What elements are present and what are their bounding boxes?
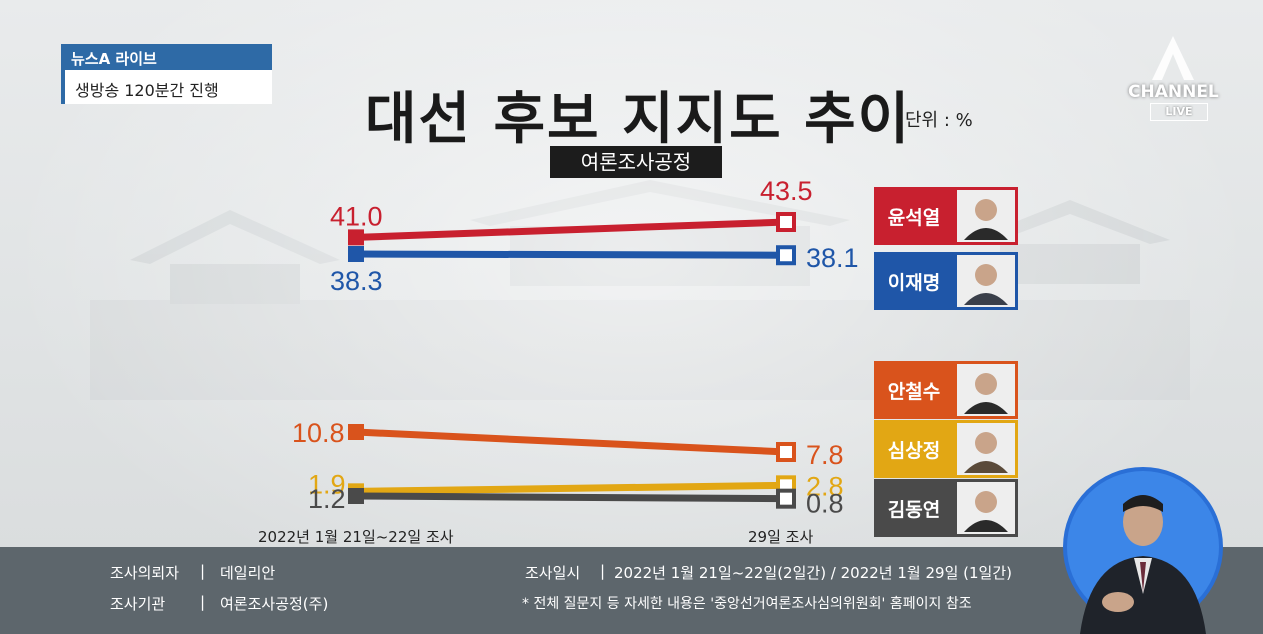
- series-line-심상정: [355, 481, 787, 495]
- person-icon: [964, 432, 1008, 473]
- separator: |: [200, 593, 206, 611]
- separator: |: [200, 562, 206, 580]
- agency-label: 조사기관: [110, 595, 166, 613]
- program-corner-label: 뉴스A 라이브 생방송 120분간 진행: [61, 44, 272, 104]
- person-icon: [964, 199, 1008, 240]
- agency-value: 여론조사공정(주): [220, 595, 329, 613]
- date-value: 2022년 1월 21일~22일(2일간) / 2022년 1월 29일 (1일…: [614, 564, 1012, 582]
- client-value: 데일리안: [220, 564, 276, 582]
- data-label-end-윤석열: 43.5: [760, 176, 813, 206]
- candidate-card-yoon: 윤석열: [874, 187, 1018, 245]
- channel-logo-text: CHANNEL: [1128, 82, 1219, 102]
- live-badge: LIVE: [1150, 103, 1208, 121]
- x-label-start: 2022년 1월 21일~22일 조사: [258, 528, 454, 546]
- series-line-이재명: [355, 250, 787, 259]
- candidate-card-kim: 김동연: [874, 479, 1018, 537]
- candidate-name: 심상정: [887, 439, 941, 462]
- client-label: 조사의뢰자: [110, 564, 180, 582]
- sign-language-interpreter: [1063, 467, 1223, 634]
- program-name: 뉴스A 라이브: [61, 44, 272, 70]
- candidate-photo: [954, 361, 1018, 419]
- person-icon: [964, 264, 1008, 305]
- candidate-card-sim: 심상정: [874, 420, 1018, 478]
- candidate-photo: [954, 420, 1018, 478]
- start-point-안철수: [348, 424, 364, 440]
- data-label-start-이재명: 38.3: [330, 266, 383, 296]
- data-label-start-김동연: 1.2: [308, 484, 346, 514]
- data-label-end-이재명: 38.1: [806, 243, 859, 273]
- candidate-card-ahn: 안철수: [874, 361, 1018, 419]
- candidate-name: 윤석열: [887, 206, 941, 229]
- candidate-name: 이재명: [887, 271, 941, 294]
- separator: |: [600, 562, 606, 580]
- unit-label: 단위 : %: [905, 110, 973, 131]
- candidate-card-lee: 이재명: [874, 252, 1018, 310]
- data-label-end-김동연: 0.8: [806, 489, 844, 519]
- channel-a-icon: [1152, 36, 1194, 80]
- start-point-김동연: [348, 488, 364, 504]
- source-badge: 여론조사공정: [550, 146, 722, 178]
- footnote: * 전체 질문지 등 자세한 내용은 '중앙선거여론조사심의위원회' 홈페이지 …: [522, 596, 972, 612]
- candidate-photo: [954, 479, 1018, 537]
- end-point-김동연: [776, 488, 796, 509]
- page-title: 대선 후보 지지도 추이: [365, 87, 912, 152]
- data-label-start-윤석열: 41.0: [330, 201, 383, 231]
- data-label-end-심상정: 2.8: [806, 471, 844, 501]
- survey-info-footer: 조사의뢰자 | 데일리안 조사기관 | 여론조사공정(주) 조사일시 | 202…: [0, 547, 1263, 634]
- series-line-안철수: [355, 428, 787, 456]
- candidate-photo: [954, 187, 1018, 245]
- data-label-start-심상정: 1.9: [308, 469, 346, 499]
- series-line-윤석열: [355, 218, 787, 241]
- candidate-name: 안철수: [887, 380, 941, 403]
- program-caption: 생방송 120분간 진행: [61, 70, 272, 104]
- person-icon: [964, 491, 1008, 532]
- channel-logo: CHANNEL LIVE: [1128, 34, 1219, 124]
- person-icon: [964, 373, 1008, 414]
- x-label-end: 29일 조사: [748, 528, 814, 546]
- start-point-윤석열: [348, 229, 364, 246]
- series-line-김동연: [355, 492, 787, 503]
- date-label: 조사일시: [525, 564, 581, 582]
- candidate-photo: [954, 252, 1018, 310]
- candidate-name: 김동연: [887, 498, 941, 521]
- data-label-end-안철수: 7.8: [806, 440, 844, 470]
- data-label-start-안철수: 10.8: [292, 418, 345, 448]
- start-point-이재명: [348, 246, 364, 262]
- end-point-이재명: [776, 245, 796, 266]
- end-point-윤석열: [776, 212, 796, 232]
- end-point-안철수: [776, 442, 796, 462]
